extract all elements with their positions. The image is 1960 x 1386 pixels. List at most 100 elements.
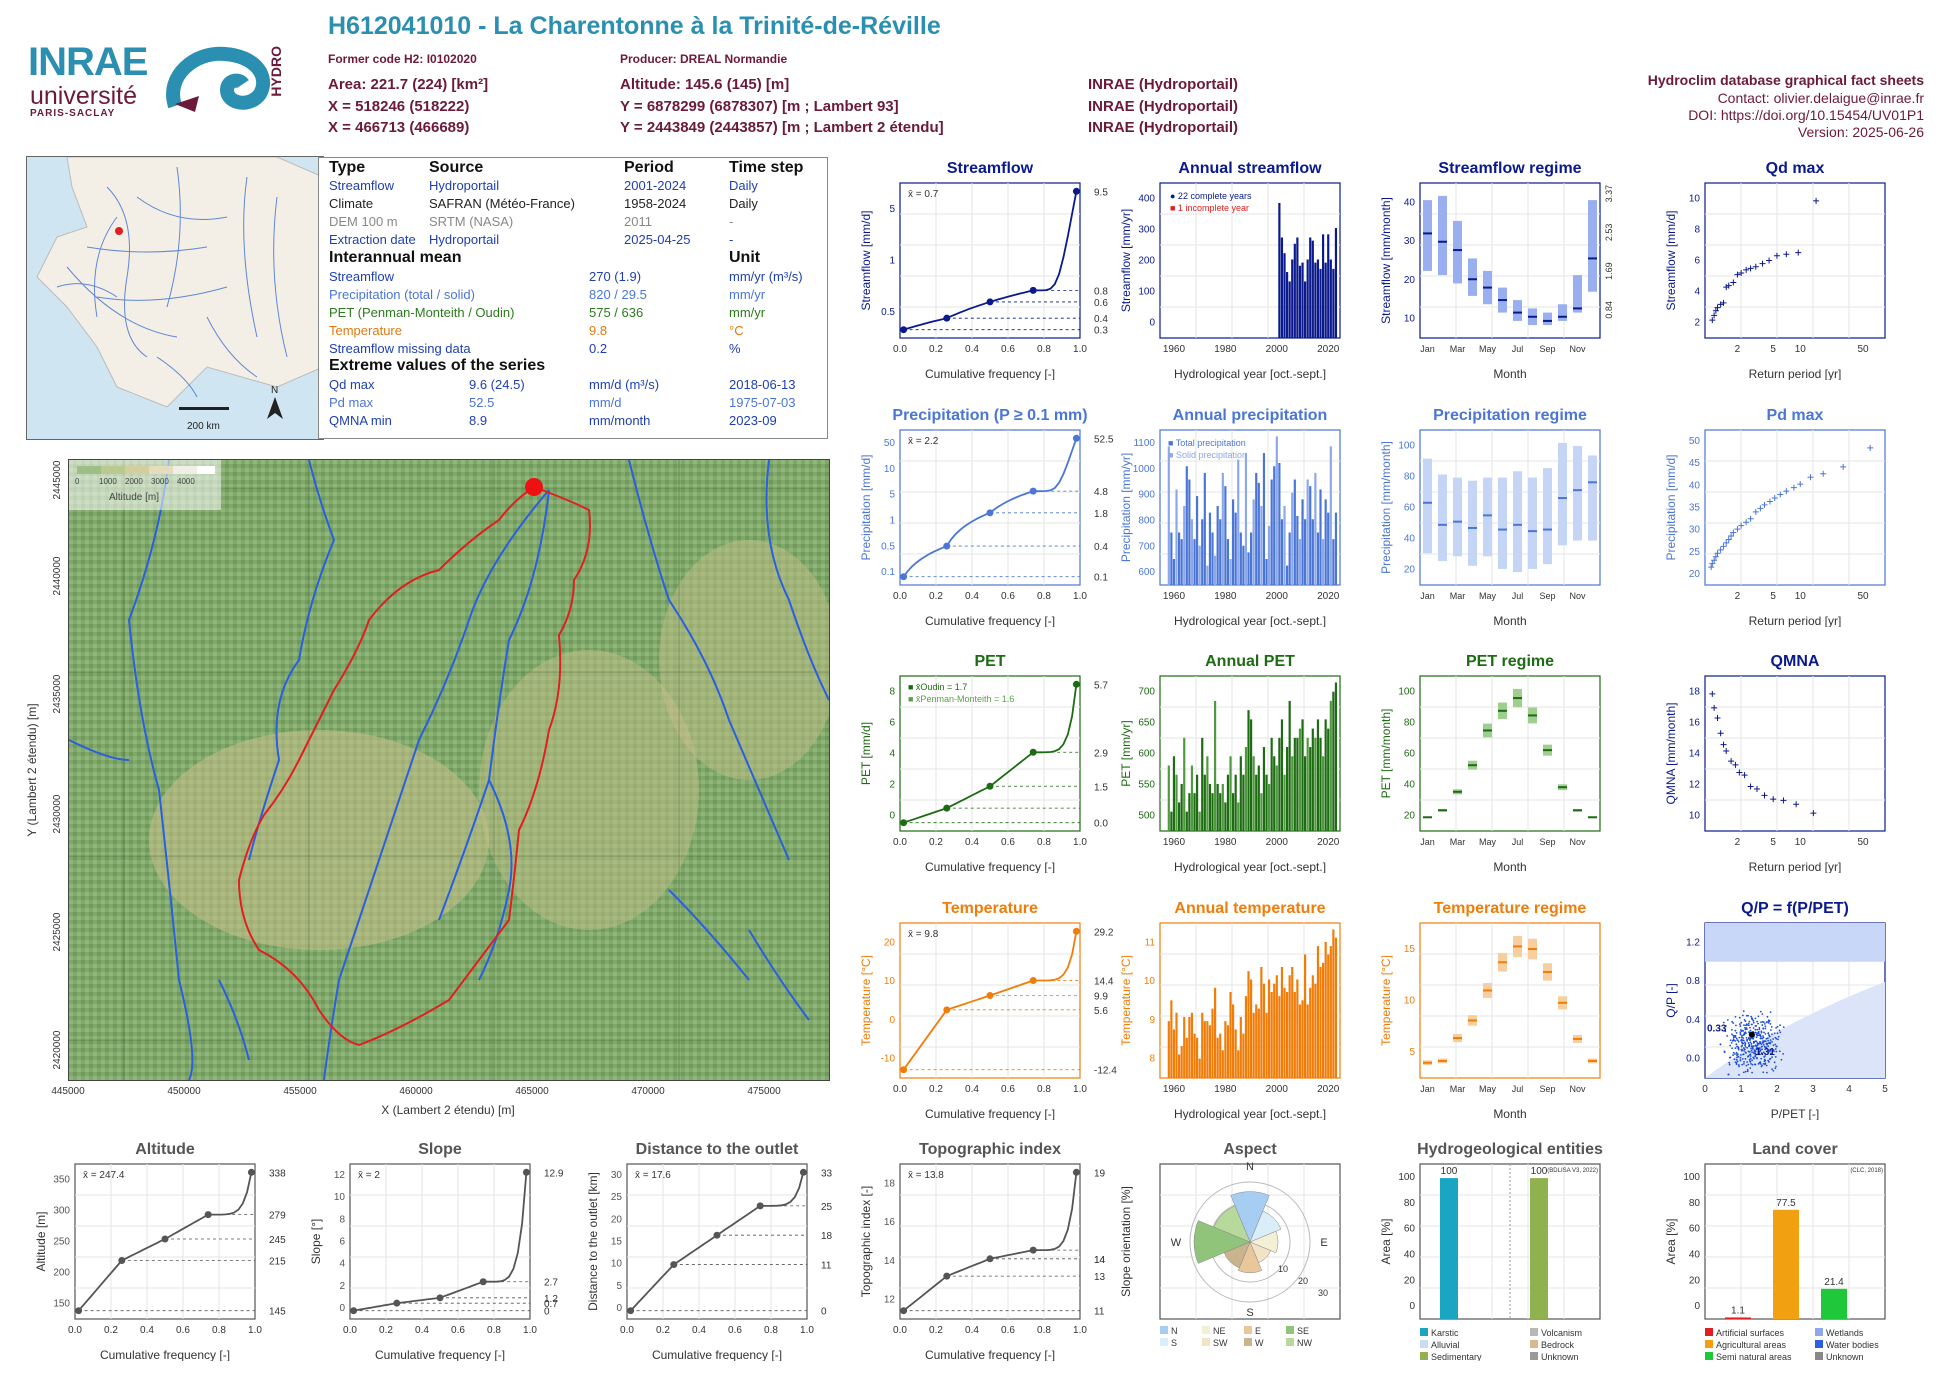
qp-point	[1778, 1029, 1781, 1032]
qp-point	[1733, 1058, 1736, 1061]
chart-title: Annual PET	[1205, 653, 1295, 670]
year-bar	[1239, 756, 1242, 831]
y-axis-label: Area [%]	[1379, 1218, 1393, 1264]
quantile-label: 9.9	[1094, 992, 1108, 1003]
legend-entry: ■ x̄Penman-Monteith = 1.6	[908, 694, 1014, 704]
quantile-label: 279	[269, 1211, 286, 1222]
year-bar	[1273, 983, 1276, 1078]
precip_regime-chart: Month Precipitation [mm/month] 20 40 60 80 100…	[1379, 407, 1601, 627]
chart-title: Qd max	[1766, 160, 1825, 177]
version: Version: 2025-06-26	[1797, 124, 1924, 140]
return-point	[1820, 470, 1827, 477]
year-bar	[1293, 243, 1296, 338]
y-tick: 600	[1138, 749, 1155, 760]
hydrogeo-bar	[1530, 1178, 1548, 1319]
x-axis-label: Hydrological year [oct.-sept.]	[1174, 860, 1326, 873]
legend-swatch	[1705, 1340, 1713, 1348]
qp-point	[1742, 1053, 1745, 1056]
y-tick: 0	[1694, 1301, 1700, 1312]
year-bar	[1198, 545, 1201, 585]
legend-tick: 1000	[99, 477, 117, 486]
qp-point	[1734, 1047, 1737, 1050]
year-bar	[1172, 756, 1176, 831]
year-bar	[1334, 228, 1338, 338]
qp-point	[1774, 1043, 1777, 1046]
y-tick: 40	[1404, 534, 1416, 545]
qp-point	[1746, 1046, 1749, 1049]
year-bar	[1203, 472, 1206, 585]
north-arrow-icon	[267, 397, 283, 419]
legend-tick: 3000	[151, 477, 169, 486]
legend-entry: ■ Total precipitation	[1168, 438, 1246, 448]
y-tick: 8	[1694, 225, 1700, 236]
return-point	[1757, 505, 1764, 512]
landcover-bar	[1773, 1209, 1799, 1319]
chart-title: Streamflow	[947, 160, 1034, 177]
year-bar	[1334, 937, 1338, 1078]
x-tick: Sep	[1539, 837, 1555, 847]
qp-point	[1768, 1035, 1771, 1038]
year-bar	[1180, 539, 1183, 585]
qp-point	[1727, 1073, 1730, 1076]
quantile-label: 1.2	[544, 1294, 558, 1305]
legend-entry: ■ Solid precipitation	[1168, 450, 1247, 460]
qp-point	[1756, 1047, 1759, 1050]
year-bar	[1268, 525, 1271, 585]
qp-point	[1754, 1054, 1757, 1057]
year-bar	[1278, 737, 1281, 831]
qp-point	[1765, 1064, 1768, 1067]
qp-point	[1731, 1033, 1733, 1036]
qp-point	[1747, 1014, 1749, 1017]
annotation-ppet: 1.31	[1755, 1047, 1775, 1058]
quantile-label: 0.8	[1094, 286, 1108, 297]
qp-point	[1729, 1044, 1732, 1047]
y-tick: 5	[889, 204, 895, 215]
bar-value: 21.4	[1824, 1277, 1844, 1288]
regime-box	[1453, 220, 1462, 284]
qp-point	[1757, 1034, 1760, 1037]
qp-point	[1742, 1010, 1745, 1012]
qp-point	[1739, 1033, 1742, 1036]
y-axis-label: PET [mm/month]	[1379, 709, 1393, 799]
year-bar	[1334, 512, 1338, 585]
extreme-date: 1975-07-03	[729, 395, 796, 410]
qp-point	[1766, 1071, 1768, 1074]
year-bar	[1311, 519, 1314, 585]
qp-point	[1761, 1021, 1764, 1023]
qp-point	[1741, 1042, 1744, 1045]
year-bar	[1170, 1000, 1173, 1078]
doi-link[interactable]: DOI: https://doi.org/10.15454/UV01P1	[1688, 107, 1924, 123]
year-bar	[1301, 719, 1304, 831]
year-bar	[1306, 737, 1309, 831]
x-tick: 0.8	[764, 1325, 778, 1336]
legend-title: Altitude [m]	[109, 492, 159, 503]
qp-point	[1737, 1048, 1740, 1051]
x-axis-label: Cumulative frequency [-]	[652, 1348, 782, 1361]
legend-swatch	[1244, 1338, 1252, 1346]
temp_fdc-chart: Cumulative frequency [-] Temperature [°C]…	[859, 900, 1117, 1120]
qp-point	[1736, 1054, 1738, 1057]
qp-point	[1761, 1053, 1763, 1055]
qp-point	[1744, 1020, 1747, 1023]
contact[interactable]: Contact: olivier.delaigue@inrae.fr	[1717, 90, 1924, 106]
year-bar	[1291, 492, 1294, 585]
quantile-label: 338	[269, 1168, 286, 1179]
north-label: N	[271, 385, 278, 396]
qp-point	[1741, 1039, 1744, 1042]
y-tick: 0.4	[1686, 1015, 1700, 1026]
qp-point	[1771, 1033, 1773, 1036]
plot-frame	[1704, 182, 1886, 339]
qp-point	[1744, 1026, 1746, 1029]
x-tick: Jan	[1420, 1084, 1435, 1094]
y-axis-label: Slope [°]	[309, 1219, 323, 1265]
qp-point	[1777, 1035, 1780, 1038]
qp-point	[1780, 1058, 1783, 1061]
chart-title: Distance to the outlet	[636, 1141, 799, 1158]
x-tick: 1960	[1163, 837, 1186, 848]
x-tick: 0.0	[893, 1084, 907, 1095]
qp-point	[1754, 1017, 1757, 1020]
qp-point	[1767, 1019, 1770, 1022]
mean-label: x̄ = 9.8	[908, 929, 939, 940]
x-axis-label: Return period [yr]	[1749, 614, 1842, 627]
year-bar	[1178, 1054, 1181, 1078]
